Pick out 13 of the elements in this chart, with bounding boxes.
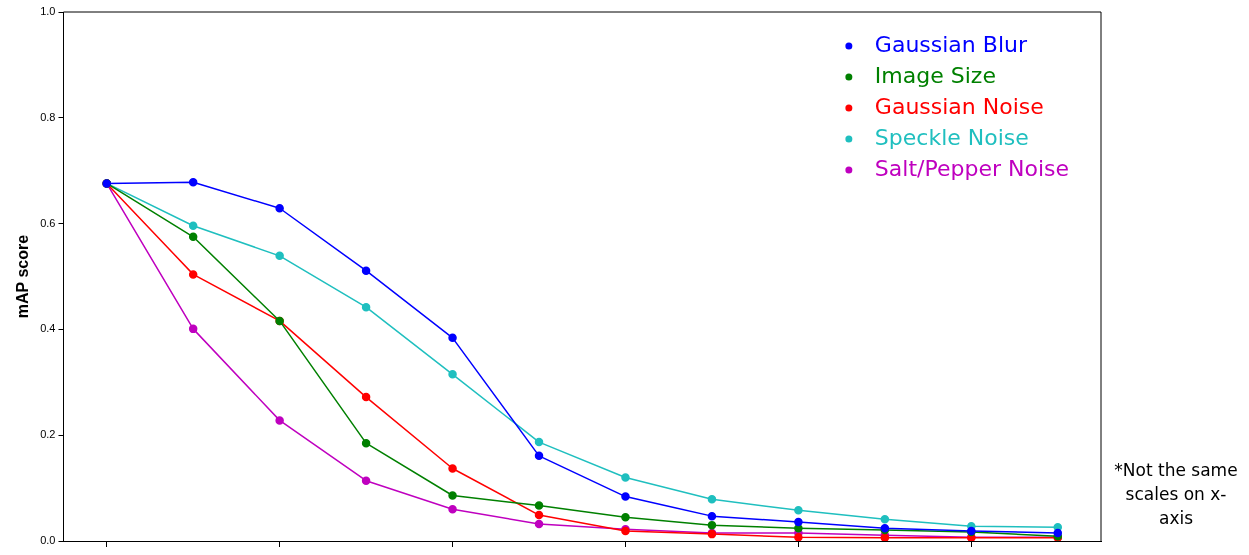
y-tick-label: 0.6 (40, 216, 56, 229)
legend-label: Gaussian Blur (874, 31, 1028, 57)
legend-label: Speckle Noise (874, 124, 1029, 150)
y-axis-title: mAP score (14, 234, 32, 319)
y-tick-label: 0.0 (40, 534, 56, 547)
legend-label: Image Size (874, 62, 996, 88)
legend-label: Salt/Pepper Noise (874, 155, 1070, 181)
y-tick-label: 0.8 (40, 110, 56, 123)
text: *Not the same scales on x-axis (1114, 459, 1238, 530)
y-tick-label: 1.0 (40, 5, 56, 18)
y-tick-label: 0.4 (40, 322, 56, 335)
y-tick-label: 0.2 (40, 428, 56, 441)
legend-label: Gaussian Noise (874, 93, 1044, 119)
